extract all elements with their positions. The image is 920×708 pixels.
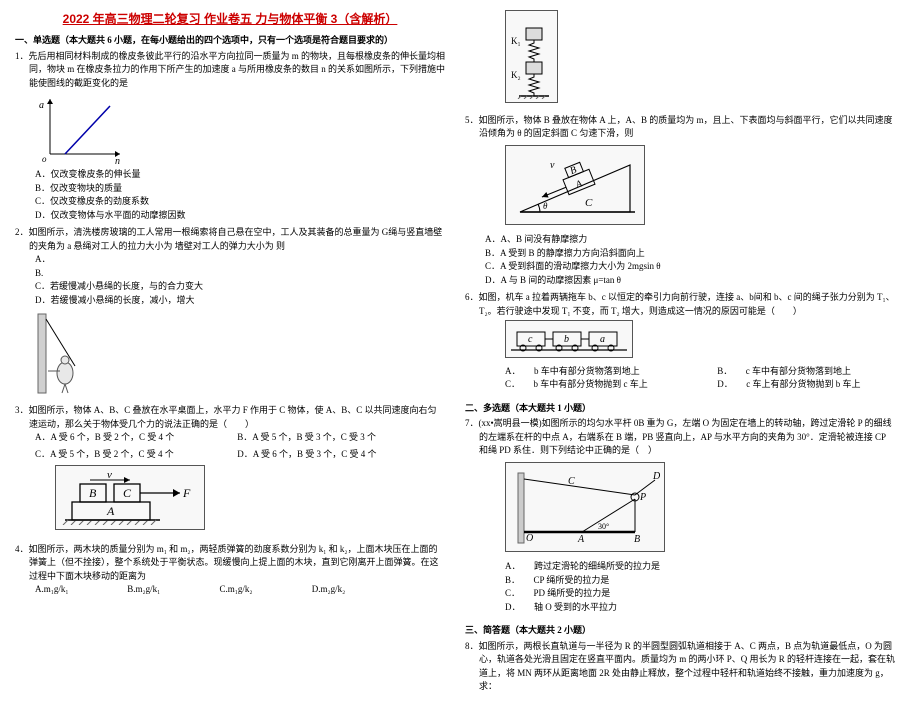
svg-text:O: O [526,533,533,544]
svg-text:B: B [89,486,97,500]
q6-optA: A． b 车中有部分货物落到地上 [505,365,715,379]
q7-optD: D． 轴 O 受到的水平拉力 [465,601,895,615]
q1-optA: A．仅改变橡皮条的伸长量 [15,168,445,182]
svg-text:30°: 30° [598,522,609,531]
q5-optD: D．A 与 B 间的动摩擦因素 μ=tan θ [465,274,895,288]
q5-figure: A B v C θ [465,141,895,234]
svg-text:A: A [577,534,585,545]
svg-text:C: C [123,486,132,500]
q3-figure: A B C F v [15,461,445,539]
svg-text:v: v [107,470,112,481]
q3-optC: C．A 受 5 个，B 受 2 个，C 受 4 个 [35,448,235,462]
q2-figure [15,307,445,400]
q5-optB: B．A 受到 B 的静摩擦力方向沿斜面向上 [465,247,895,261]
svg-text:B: B [569,164,579,176]
svg-text:B: B [634,534,640,545]
q8-stem: 8．如图所示，两根长直轨道与一半径为 R 的半圆型圆弧轨道相接于 A、C 两点，… [465,640,895,694]
page-title: 2022 年高三物理二轮复习 作业卷五 力与物体平衡 3（含解析） [15,10,445,28]
q5-optA: A．A、B 间没有静摩擦力 [465,233,895,247]
q1-figure: a n o [15,90,445,168]
q4-figure: K₁ K₂ [465,10,895,108]
svg-text:D: D [652,471,660,482]
q6-optC: C． b 车中有部分货物抛到 c 车上 [505,378,715,392]
svg-text:K₁: K₁ [511,36,521,46]
q1-optB: B．仅改变物块的质量 [15,182,445,196]
section-2-head: 二、多选题（本大题共 1 小题） [465,402,895,416]
q4-optB: B.m₂g/k₁ [127,583,217,597]
q6-optD: D． c 车上有部分货物抛到 b 车上 [717,379,860,389]
svg-text:o: o [42,154,47,164]
q7-stem: 7．(xx•嵩明县一模)如图所示的均匀水平杆 0B 重为 G，左端 O 为固定在… [465,417,895,458]
svg-text:a: a [600,334,605,345]
q2-optD: D．若缓慢减小悬绳的长度，减小，增大 [15,294,445,308]
q1-optD: D．仅改变物体与水平面的动摩擦因数 [15,209,445,223]
q3-optB: B．A 受 5 个，B 受 3 个，C 受 3 个 [237,432,376,442]
section-3-head: 三、简答题（本大题共 2 小题） [465,624,895,638]
svg-text:c: c [528,334,533,345]
svg-text:a: a [39,100,44,111]
q6-figure: c b a [465,318,895,365]
q4-stem: 4．如图所示，两木块的质量分别为 m₁ 和 m₂，两轻质弹簧的劲度系数分别为 k… [15,543,445,584]
q3-optD: D．A 受 6 个，B 受 3 个，C 受 4 个 [237,449,376,459]
q7-optC: C． PD 绳所受的拉力是 [465,587,895,601]
q4-optC: C.m₁g/k₂ [220,583,310,597]
q6-stem: 6．如图，机车 a 拉着两辆拖车 b、c 以恒定的牵引力向前行驶，连接 a、b间… [465,291,895,318]
q7-figure: O A B P C D 30° [465,458,895,561]
q2-stem: 2．如图所示，清洗楼房玻璃的工人常用一根绳索将自己悬在空中，工人及其装备的总重量… [15,226,445,253]
q2-optB: B. [15,267,445,281]
svg-text:F: F [182,486,191,500]
q7-optB: B． CP 绳所受的拉力是 [465,574,895,588]
q3-optA: A．A 受 6 个，B 受 2 个，C 受 4 个 [35,431,235,445]
svg-text:n: n [115,156,120,164]
svg-text:C: C [568,476,575,487]
section-1-head: 一、单选题（本大题共 6 小题，在每小题给出的四个选项中，只有一个选项是符合题目… [15,34,445,48]
q2-optC: C．若缓慢减小悬绳的长度，与的合力变大 [15,280,445,294]
svg-text:θ: θ [543,201,548,211]
q5-stem: 5．如图所示，物体 B 叠放在物体 A 上，A、B 的质量均为 m，且上、下表面… [465,114,895,141]
svg-text:C: C [585,197,593,209]
q1-optC: C．仅改变橡皮条的劲度系数 [15,195,445,209]
svg-text:b: b [564,334,569,345]
q1-stem: 1．先后用相同材料制成的橡皮条彼此平行的沿水平方向拉同一质量为 m 的物块，且每… [15,50,445,91]
q7-optA: A． 跨过定滑轮的细绳所受的拉力是 [465,560,895,574]
svg-text:A: A [106,504,115,518]
svg-text:P: P [639,492,646,503]
q2-optA: A． [15,253,445,267]
q4-optD: D.m₂g/k₂ [312,584,346,594]
q4-optA: A.m₁g/k₁ [35,583,125,597]
svg-text:K₂: K₂ [511,70,521,80]
q5-optC: C．A 受到斜面的滑动摩擦力大小为 2mgsin θ [465,260,895,274]
q6-optB: B． c 车中有部分货物落到地上 [717,366,851,376]
q3-stem: 3．如图所示，物体 A、B、C 叠放在水平桌面上，水平力 F 作用于 C 物体，… [15,404,445,431]
svg-text:v: v [550,160,555,171]
